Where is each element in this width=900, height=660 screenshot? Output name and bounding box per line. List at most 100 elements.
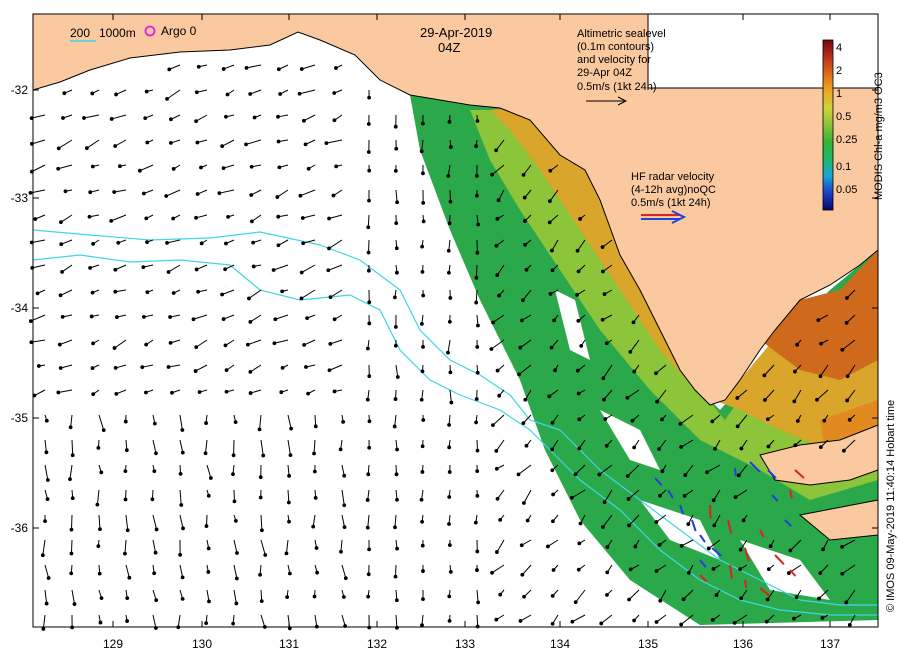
altimetry-arrow [31, 114, 46, 119]
hf-radar-velocity-arrows [654, 461, 805, 597]
altimetry-arrow-head [764, 619, 769, 624]
altimetry-arrow [69, 464, 73, 480]
altimetry-arrow-head [628, 349, 633, 354]
altimetry-arrow-head [732, 620, 737, 625]
altimetry-arrow [277, 189, 289, 198]
altimetry-arrow-head [576, 567, 581, 572]
altimetry-arrow-head [495, 496, 500, 501]
altimetry-arrow-head [332, 317, 337, 322]
altimetry-arrow-head [169, 117, 173, 122]
altimetry-arrow-head [123, 469, 128, 474]
altimetry-arrow-head [818, 374, 823, 379]
altimetry-arrow-head [765, 417, 770, 422]
altimetry-arrow-head [91, 241, 96, 246]
altimetry-arrow-head [476, 222, 481, 227]
chlorophyll-field [410, 95, 878, 625]
altimetry-arrow [221, 139, 235, 147]
altimetry-arrow [86, 139, 100, 149]
altimetry-note-line: 0.5m/s (1kt 24h) [577, 81, 656, 93]
altimetry-arrow-head [447, 119, 452, 124]
altimetry-arrow-head [628, 567, 633, 572]
altimetry-arrow [31, 239, 46, 243]
altimetry-arrow-head [475, 568, 479, 572]
altimetry-arrow-head [45, 497, 50, 502]
altimetry-arrow-head [140, 365, 145, 370]
altimetry-arrow-head [519, 543, 524, 548]
altimetry-arrow-head [794, 595, 799, 600]
altimetry-arrow-head [657, 447, 661, 451]
altimetry-arrow-head [447, 618, 452, 623]
altimetry-arrow [551, 239, 559, 251]
altimetry-arrow-head [165, 240, 169, 245]
altimetry-arrow-head [419, 149, 424, 154]
altimetry-arrow [603, 389, 613, 400]
altimetry-arrow-head [332, 91, 337, 95]
altimetry-arrow-head [244, 142, 248, 147]
altimetry-arrow-head [196, 64, 201, 69]
altimetry-arrow [152, 439, 157, 454]
cloud-gap [600, 410, 660, 470]
altimetry-arrow-head [194, 119, 198, 124]
altimetry-arrow-head [193, 369, 198, 373]
altimetry-arrow-head [366, 250, 371, 255]
altimetry-arrow [326, 139, 343, 144]
altimetry-arrow-head [550, 268, 555, 273]
altimetry-arrow-head [491, 423, 495, 428]
altimetry-arrow [656, 389, 667, 403]
altimetry-arrow-head [221, 67, 226, 71]
altimetry-arrow-head [90, 366, 95, 370]
altimetry-arrow-head [522, 594, 526, 599]
altimetry-arrow [523, 489, 532, 504]
altimetry-arrow-head [683, 473, 688, 478]
altimetry-arrow [518, 464, 532, 475]
altimetry-arrow-head [232, 499, 237, 504]
altimetry-arrow-head [180, 575, 185, 580]
altimetry-arrow-head [421, 171, 425, 176]
altimetry-arrow-head [199, 241, 204, 246]
x-tick-label: 137 [820, 637, 840, 651]
altimetry-arrow-head [550, 593, 555, 598]
altimetry-arrow-head [475, 448, 480, 453]
altimetry-arrow [260, 514, 263, 531]
altimetry-arrow [602, 364, 613, 379]
altimetry-arrow-head [476, 600, 481, 605]
altimetry-arrow-head [550, 248, 554, 253]
altimetry-arrow [70, 514, 73, 530]
altimetry-arrow-head [658, 493, 662, 498]
altimetry-arrow-head [338, 447, 343, 452]
altimetry-arrow-head [166, 365, 171, 369]
altimetry-arrow-head [312, 594, 317, 599]
altimetry-arrow-head [577, 541, 582, 546]
altimetry-arrow [115, 264, 127, 271]
altimetry-arrow [300, 189, 316, 197]
altimetry-arrow-head [447, 594, 452, 599]
altimetry-arrow-head [793, 443, 798, 448]
altimetry-arrow-head [46, 576, 51, 580]
altimetry-arrow-head [113, 267, 118, 272]
altimetry-arrow-head [600, 269, 605, 274]
altimetry-arrow [491, 164, 505, 176]
altimetry-arrow-head [327, 246, 331, 251]
altimetry-arrow-head [475, 549, 480, 554]
argo-legend-label: Argo 0 [161, 24, 197, 38]
altimetry-arrow-head [231, 472, 235, 477]
altimetry-arrow-head [181, 526, 185, 531]
altimetry-arrow [683, 589, 694, 600]
altimetry-arrow-head [394, 598, 399, 603]
altimetry-arrow-head [245, 342, 250, 347]
colorbar-tick: 0.1 [836, 161, 851, 173]
altimetry-arrow [521, 564, 532, 576]
altimetry-arrow-head [204, 524, 209, 528]
altimetry-arrow-head [448, 569, 453, 574]
altimetry-arrow-head [180, 428, 185, 432]
altimetry-arrow-head [248, 369, 253, 374]
altimetry-arrow-head [576, 391, 581, 396]
altimetry-arrow-head [142, 315, 146, 319]
altimetry-arrow-head [678, 422, 683, 426]
hf-radar-arrow [794, 469, 805, 479]
altimetry-arrow-head [795, 419, 800, 423]
altimetry-arrow-head [366, 472, 371, 477]
altimetry-arrow [737, 389, 748, 399]
altimetry-note-line: 29-Apr 04Z [577, 67, 632, 79]
altimetry-arrow-head [818, 445, 823, 449]
